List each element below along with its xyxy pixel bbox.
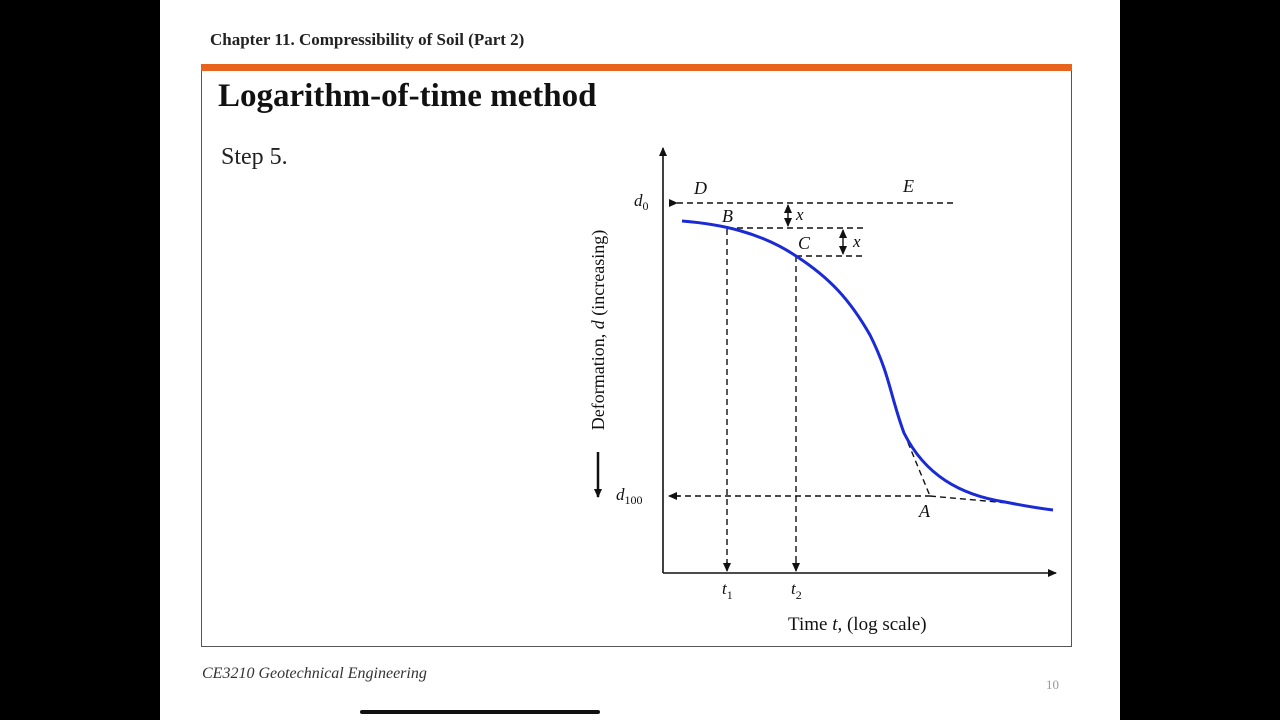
- footer-course: CE3210 Geotechnical Engineering: [202, 665, 427, 682]
- x-tick-t2: t2: [791, 579, 802, 602]
- chapter-header: Chapter 11. Compressibility of Soil (Par…: [210, 30, 525, 49]
- tangent-flat: [929, 495, 1009, 504]
- page-number: 10: [1046, 677, 1059, 692]
- step-label: Step 5.: [221, 144, 288, 170]
- x-offset-label-upper: x: [795, 205, 804, 224]
- slide: Chapter 11. Compressibility of Soil (Par…: [160, 0, 1120, 720]
- point-label-C: C: [798, 233, 811, 253]
- accent-rule: [201, 64, 1072, 71]
- x-axis-label: Time t, (log scale): [788, 614, 927, 635]
- y-tick-d0: d0: [634, 191, 649, 213]
- point-label-D: D: [693, 178, 707, 198]
- home-indicator[interactable]: [360, 710, 600, 714]
- x-tick-t1: t1: [722, 579, 733, 602]
- consolidation-chart: Deformation, d (increasing) Time t, (log…: [588, 147, 1057, 635]
- content-frame: [201, 71, 1072, 647]
- consolidation-curve: [681, 219, 1054, 512]
- y-axis-label: Deformation, d (increasing): [588, 230, 609, 430]
- point-label-A: A: [918, 501, 931, 521]
- y-tick-d100: d100: [616, 485, 643, 507]
- slide-title: Logarithm-of-time method: [218, 78, 597, 114]
- point-label-B: B: [722, 206, 733, 226]
- point-label-E: E: [902, 176, 914, 196]
- x-offset-label-lower: x: [852, 232, 861, 251]
